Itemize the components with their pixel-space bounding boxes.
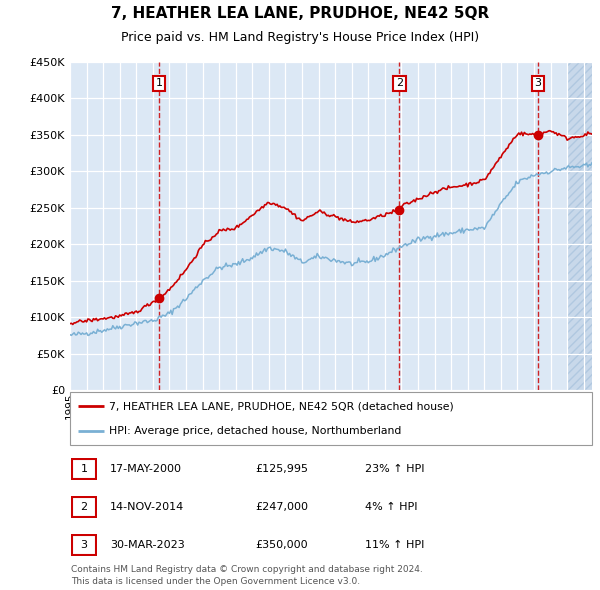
Text: 17-MAY-2000: 17-MAY-2000 <box>110 464 182 474</box>
Text: Contains HM Land Registry data © Crown copyright and database right 2024.: Contains HM Land Registry data © Crown c… <box>71 565 423 575</box>
Text: Price paid vs. HM Land Registry's House Price Index (HPI): Price paid vs. HM Land Registry's House … <box>121 31 479 44</box>
Text: £350,000: £350,000 <box>255 540 308 550</box>
Text: 30-MAR-2023: 30-MAR-2023 <box>110 540 185 550</box>
Text: 3: 3 <box>535 78 542 88</box>
Text: 7, HEATHER LEA LANE, PRUDHOE, NE42 5QR (detached house): 7, HEATHER LEA LANE, PRUDHOE, NE42 5QR (… <box>109 401 454 411</box>
Text: 11% ↑ HPI: 11% ↑ HPI <box>365 540 424 550</box>
Text: 23% ↑ HPI: 23% ↑ HPI <box>365 464 424 474</box>
Text: 3: 3 <box>80 540 88 550</box>
Text: HPI: Average price, detached house, Northumberland: HPI: Average price, detached house, Nort… <box>109 426 401 435</box>
Text: 2: 2 <box>80 502 88 512</box>
Text: 7, HEATHER LEA LANE, PRUDHOE, NE42 5QR: 7, HEATHER LEA LANE, PRUDHOE, NE42 5QR <box>111 6 489 21</box>
Bar <box>567 62 592 390</box>
FancyBboxPatch shape <box>73 497 96 517</box>
Text: 4% ↑ HPI: 4% ↑ HPI <box>365 502 418 512</box>
Text: 2: 2 <box>396 78 403 88</box>
Text: 14-NOV-2014: 14-NOV-2014 <box>110 502 184 512</box>
FancyBboxPatch shape <box>73 535 96 555</box>
FancyBboxPatch shape <box>73 459 96 479</box>
Text: £247,000: £247,000 <box>255 502 308 512</box>
Text: £125,995: £125,995 <box>255 464 308 474</box>
Text: This data is licensed under the Open Government Licence v3.0.: This data is licensed under the Open Gov… <box>71 578 360 586</box>
Text: 1: 1 <box>155 78 163 88</box>
Text: 1: 1 <box>80 464 88 474</box>
FancyBboxPatch shape <box>70 392 592 445</box>
